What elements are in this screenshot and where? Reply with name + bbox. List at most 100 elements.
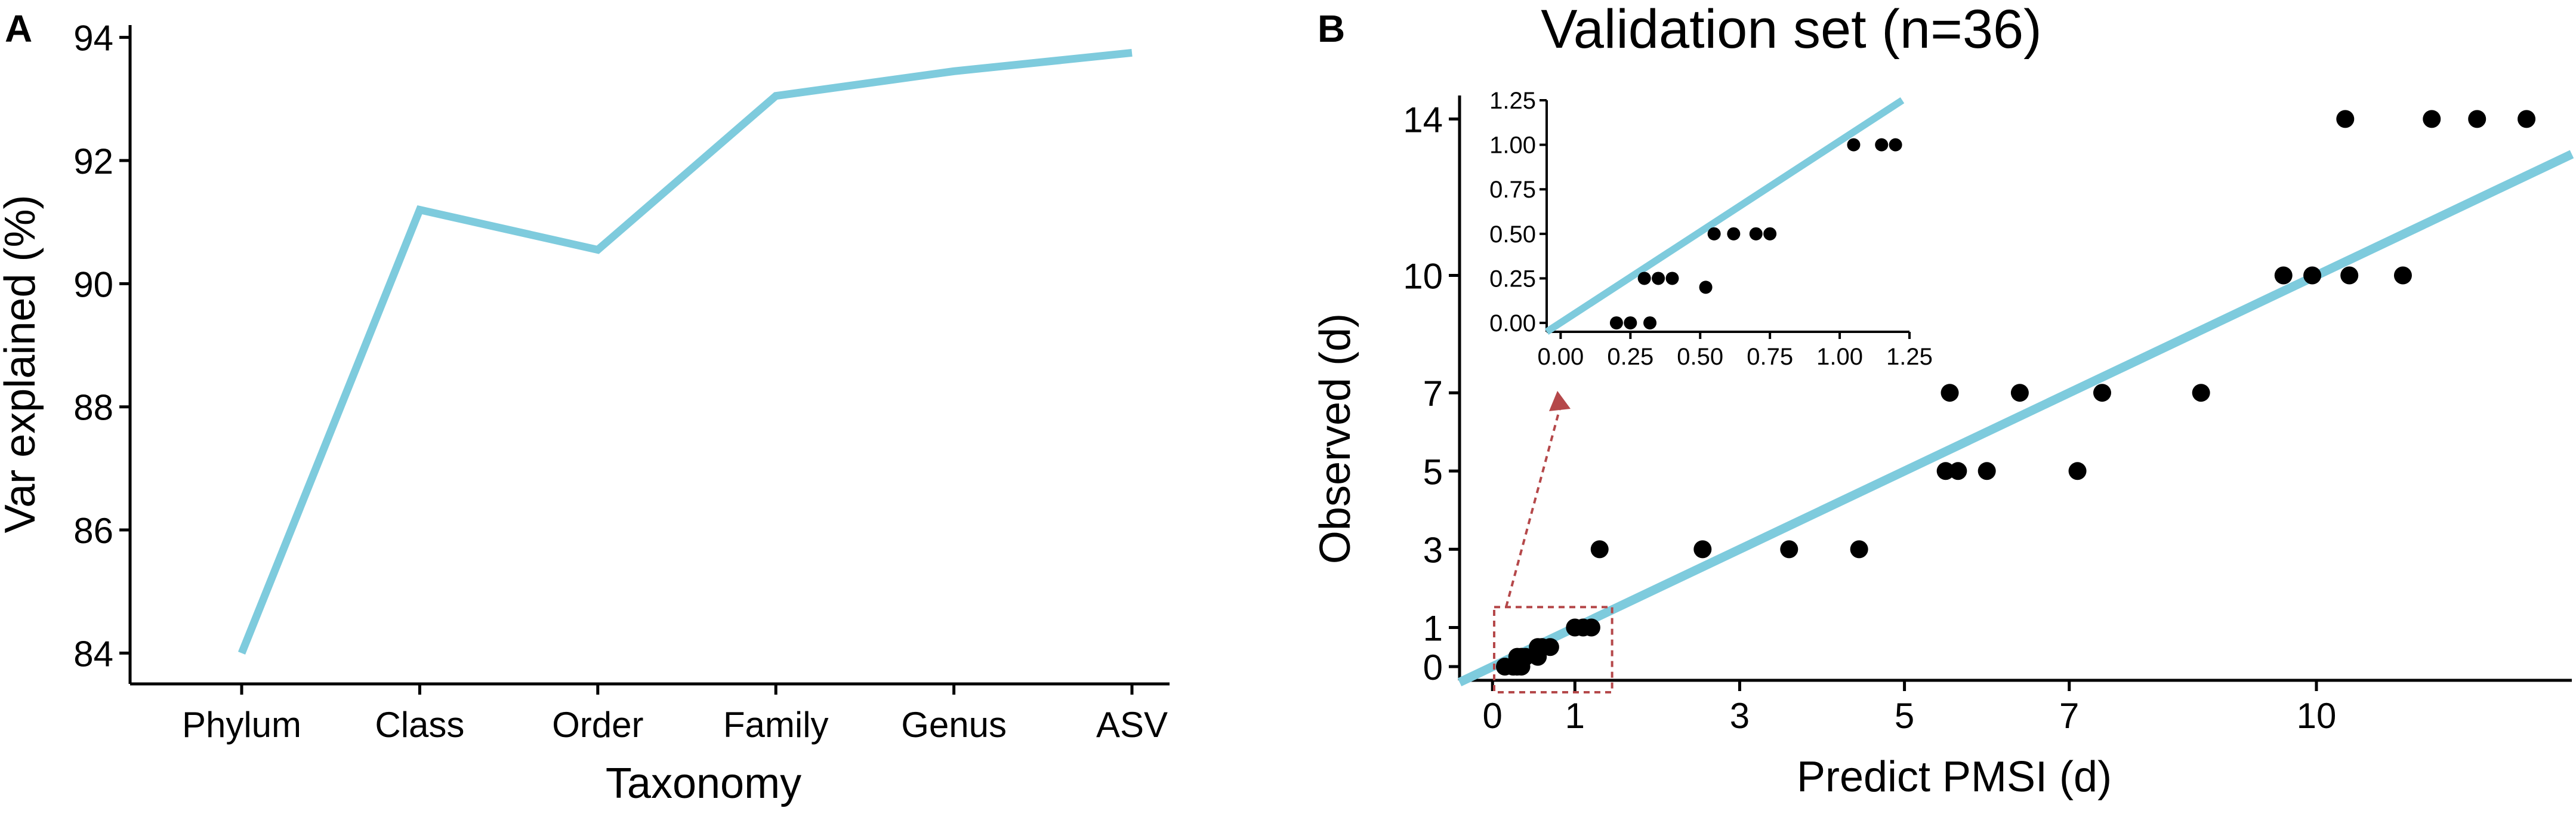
panel-b-data-point [2336,110,2355,128]
panel-b-y-ticks: 01 3 5 7 10 14 [1403,100,1460,687]
inset-y-tick-label: 0.50 [1489,221,1536,248]
inset-data-point [1665,272,1679,285]
panel-b-data-point [2468,110,2486,128]
panel-b-y-tick-label: 3 [1423,530,1443,570]
inset-axes [1545,100,1909,333]
panel-b-x-tick-label: 1 [1565,696,1585,736]
panel-a-y-axis-label: Var explained (%) [0,195,44,534]
inset-y-tick-label: 0.00 [1489,310,1536,337]
panel-a-y-tick-label: 88 [73,388,113,428]
inset-x-tick-label: 0.25 [1607,344,1653,370]
panel-a-y-tick-label: 84 [73,634,113,674]
panel-b-data-point [2340,266,2359,285]
panel-b-data-point [2010,384,2029,402]
panel-b-data-point [1516,648,1535,666]
inset-x-tick-label: 1.00 [1816,344,1863,370]
panel-a-x-tick-label: Class [375,705,464,745]
inset-data-point [1847,138,1861,152]
panel-b-data-point [2518,110,2536,128]
inset-x-ticks: 0.00 0.25 0.50 0.75 1.00 1.25 [1537,332,1933,370]
inset-x-tick-label: 0.00 [1537,344,1584,370]
panel-b-data-point [1941,384,1959,402]
inset-data-point [1609,316,1623,330]
panel-b-x-axis-label: Predict PMSI (d) [1797,753,2112,801]
panel-a-axes [128,25,1170,686]
panel-b-data-point [2393,266,2412,285]
panel-b-title: Validation set (n=36) [1541,0,2042,60]
inset-data-point [1763,227,1777,240]
panel-a-x-tick-label: Genus [901,705,1007,745]
panel-b-points [1495,110,2536,676]
panel-b-inset: 0.00 0.25 0.50 0.75 1.00 1.25 0.00 0.25 0.50 0.7… [1489,88,1933,370]
panel-b-zoom-arrow-line [1505,403,1562,608]
inset-x-tick-label: 0.50 [1677,344,1723,370]
panel-b-y-tick-label: 0 [1423,648,1443,687]
panel-a-label: A [5,7,32,50]
panel-b-data-point [1949,462,1967,480]
panel-b-zoom-arrowhead [1549,391,1571,411]
panel-b-y-tick-label: 10 [1403,257,1443,297]
panel-b-data-point [1850,540,1868,559]
inset-data-point [1637,272,1651,285]
panel-b-data-point [1590,540,1609,559]
panel-a-x-ticks: Phylum Class Order Family Genus ASV [182,684,1168,745]
inset-x-tick-label: 1.25 [1886,344,1933,370]
panel-b-data-point [1780,540,1798,559]
panel-b-data-point [2303,266,2322,285]
panel-b-data-point [2274,266,2293,285]
panel-b-data-point [1693,540,1712,559]
panel-b-y-tick-label: 1 [1423,609,1443,649]
panel-b-data-point [2093,384,2111,402]
inset-data-point [1749,227,1763,240]
inset-data-point [1889,138,1902,152]
panel-b-data-point [1977,462,1996,480]
inset-data-point [1699,280,1713,294]
panel-b-x-tick-label: 10 [2297,696,2337,736]
inset-data-point [1643,316,1657,330]
panel-b-axes [1458,95,2572,682]
panel-b-y-axis-label: Observed (d) [1312,313,1359,564]
inset-x-tick-label: 0.75 [1747,344,1793,370]
panel-b-data-point [2192,384,2210,402]
panel-b-x-tick-label: 3 [1730,696,1750,736]
panel-b-y-tick-label: 7 [1423,374,1443,414]
panel-b-zoom-box [1493,606,1614,694]
panel-b-data-point [1541,638,1559,656]
inset-y-tick-label: 1.25 [1489,88,1536,114]
panel-a-x-tick-label: ASV [1096,705,1168,745]
panel-a-series-line [237,48,1133,655]
panel-b-label: B [1318,7,1345,50]
panel-b-data-point [2068,462,2087,480]
panel-b-fit-line [1457,150,2574,687]
panel-b-x-tick-label: 7 [2059,696,2079,736]
panel-b-zoom [1493,391,1614,694]
panel-a-x-tick-label: Order [552,705,643,745]
panel-b-x-tick-label: 5 [1895,696,1914,736]
inset-y-tick-label: 1.00 [1489,132,1536,159]
inset-data-point [1875,138,1889,152]
panel-a-series [237,48,1133,655]
panel-a-x-tick-label: Phylum [182,705,301,745]
panel-a-y-tick-label: 90 [73,264,113,304]
inset-points [1609,138,1902,330]
inset-fit [1544,97,1905,335]
inset-y-ticks: 0.00 0.25 0.50 0.75 1.00 1.25 [1489,88,1547,337]
panel-b-data-point [2423,110,2441,128]
panel-a-y-tick-label: 86 [73,511,113,551]
panel-a-y-tick-label: 92 [73,141,113,181]
inset-data-point [1727,227,1741,240]
inset-data-point [1652,272,1665,285]
panel-b-y-tick-label: 5 [1423,452,1443,492]
panel-b-y-tick-label: 14 [1403,100,1443,140]
panel-b-fit [1457,150,2574,687]
inset-data-point [1624,316,1637,330]
panel-a-y-ticks: 84 86 88 90 92 94 [73,18,130,674]
panel-a-x-tick-label: Family [723,705,829,745]
inset-fit-line [1544,97,1905,335]
panel-b-x-ticks: 0 1 3 5 7 10 [1483,680,2337,736]
inset-y-tick-label: 0.75 [1489,177,1536,203]
inset-y-tick-label: 0.25 [1489,266,1536,292]
panel-a-x-axis-label: Taxonomy [606,760,801,807]
